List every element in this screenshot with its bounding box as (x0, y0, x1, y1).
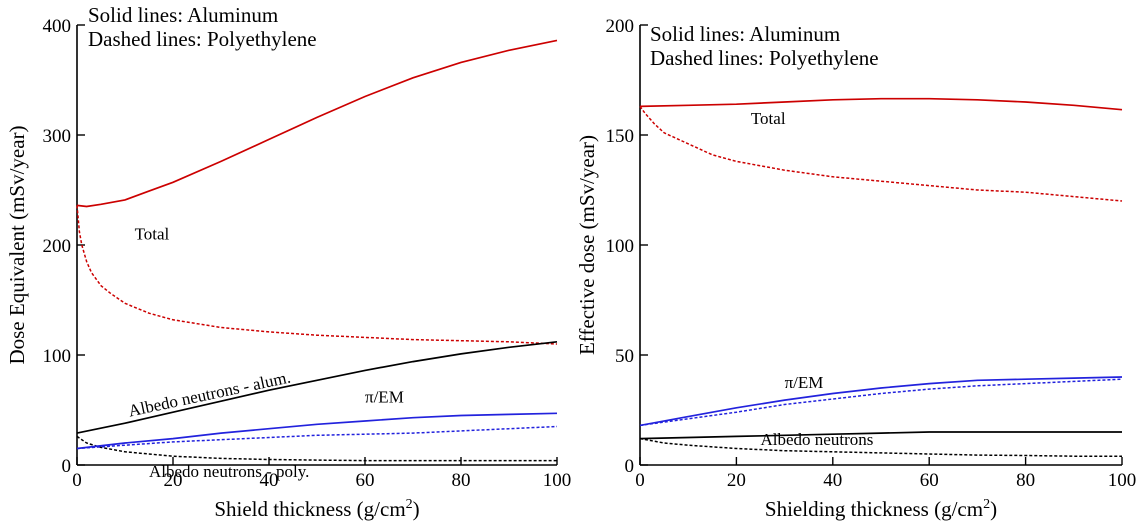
series-line-4 (76, 435, 557, 462)
y-tick-label: 300 (43, 126, 72, 147)
y-tick-label: 0 (625, 456, 635, 477)
series-line-3 (639, 431, 1122, 440)
series-annotation: Albedo neutrons (761, 430, 874, 449)
x-tick-label: 20 (164, 470, 183, 491)
series-annotation: Total (135, 225, 170, 244)
y-tick-label: 100 (43, 346, 72, 367)
series-annotation: π/EM (365, 387, 404, 406)
x-tick-label: 40 (260, 470, 279, 491)
series-line-5 (76, 412, 558, 450)
x-tick-label: 100 (1108, 470, 1137, 491)
y-tick-label: 400 (43, 16, 72, 37)
series-line-2 (76, 205, 558, 345)
series-annotation: Albedo neutrons - alum. (127, 368, 293, 421)
legend-note: Dashed lines: Polyethylene (650, 46, 879, 70)
x-tick-label: 20 (727, 470, 746, 491)
y-tick-label: 100 (606, 236, 635, 257)
series-annotation: Total (751, 109, 786, 128)
x-tick-label: 0 (635, 470, 645, 491)
series-line-2 (639, 105, 1123, 202)
legend-note: Solid lines: Aluminum (88, 3, 278, 27)
x-tick-label: 80 (452, 470, 471, 491)
y-tick-label: 150 (606, 126, 635, 147)
series-line-6 (639, 378, 1123, 427)
series-annotation: π/EM (785, 373, 824, 392)
x-tick-label: 100 (543, 470, 572, 491)
y-tick-label: 0 (62, 456, 72, 477)
series-line-1 (639, 97, 1123, 111)
plot-panel-2: 0 20 40 60 80 100 0 50 100 150 200 Shielding thickn… (575, 16, 1136, 521)
x-axis-label: Shielding thickness (g/cm2) (765, 497, 997, 521)
series-line-5 (639, 376, 1123, 427)
x-axis-label: Shield thickness (g/cm2) (214, 497, 419, 521)
legend-note: Solid lines: Aluminum (650, 22, 840, 46)
x-tick-label: 60 (920, 470, 939, 491)
plot-panel-1: 0 20 40 60 80 100 0 100 200 300 400 Shield thicknes… (5, 3, 571, 521)
x-tick-label: 80 (1016, 470, 1035, 491)
x-tick-label: 40 (823, 470, 842, 491)
series-annotation: Albedo neutrons - poly. (149, 462, 309, 481)
series-line-1 (76, 39, 558, 208)
legend-note: Dashed lines: Polyethylene (88, 27, 317, 51)
y-tick-label: 50 (615, 346, 634, 367)
x-tick-label: 0 (72, 470, 82, 491)
series-line-6 (76, 425, 558, 450)
series-line-4 (639, 437, 1122, 457)
y-tick-label: 200 (606, 16, 635, 37)
y-axis-label: Dose Equivalent (mSv/year) (5, 125, 29, 364)
y-axis-label: Effective dose (mSv/year) (575, 135, 599, 355)
x-tick-label: 60 (356, 470, 375, 491)
y-tick-label: 200 (43, 236, 72, 257)
series-line-3 (76, 340, 558, 434)
